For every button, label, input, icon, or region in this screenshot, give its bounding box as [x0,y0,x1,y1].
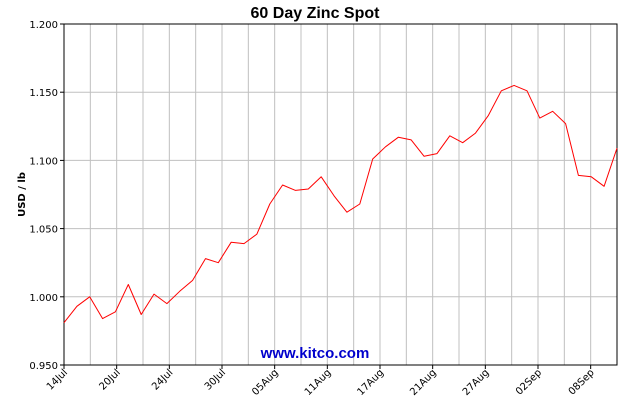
x-tick-label: 05Aug [250,367,281,398]
chart-title: 60 Day Zinc Spot [251,5,381,22]
grid [64,24,617,365]
watermark-text: www.kitco.com [260,345,370,362]
plot-frame [63,23,618,366]
series-line-zinc-price [63,84,618,324]
y-tick-label: 1.150 [29,88,58,99]
x-tick-label: 24Jul [150,367,175,392]
x-tick-label: 27Aug [461,367,492,398]
x-tick-label: 30Jul [203,367,228,392]
y-tick-label: 0.950 [29,361,58,372]
y-tick-label: 1.100 [29,156,58,167]
y-tick-label: 1.050 [29,225,58,236]
x-tick-label: 21Aug [408,367,439,398]
y-axis-label: USD / lb [17,172,28,217]
x-tick-label: 20Jul [97,367,122,392]
y-axis-ticks: 0.950 1.000 1.050 1.100 1.150 1.200 [29,20,64,372]
x-tick-label: 02Sep [514,367,544,397]
y-tick-label: 1.000 [29,293,58,304]
series-layer [63,84,618,324]
x-tick-label: 17Aug [356,367,387,398]
y-tick-label: 1.200 [29,20,58,31]
x-tick-label: 08Sep [567,367,597,397]
x-axis-ticks: 14Jul 20Jul 24Jul 30Jul 05Aug 11Aug 17Aug 21Aug… [45,365,597,398]
x-tick-label: 11Aug [303,367,334,398]
